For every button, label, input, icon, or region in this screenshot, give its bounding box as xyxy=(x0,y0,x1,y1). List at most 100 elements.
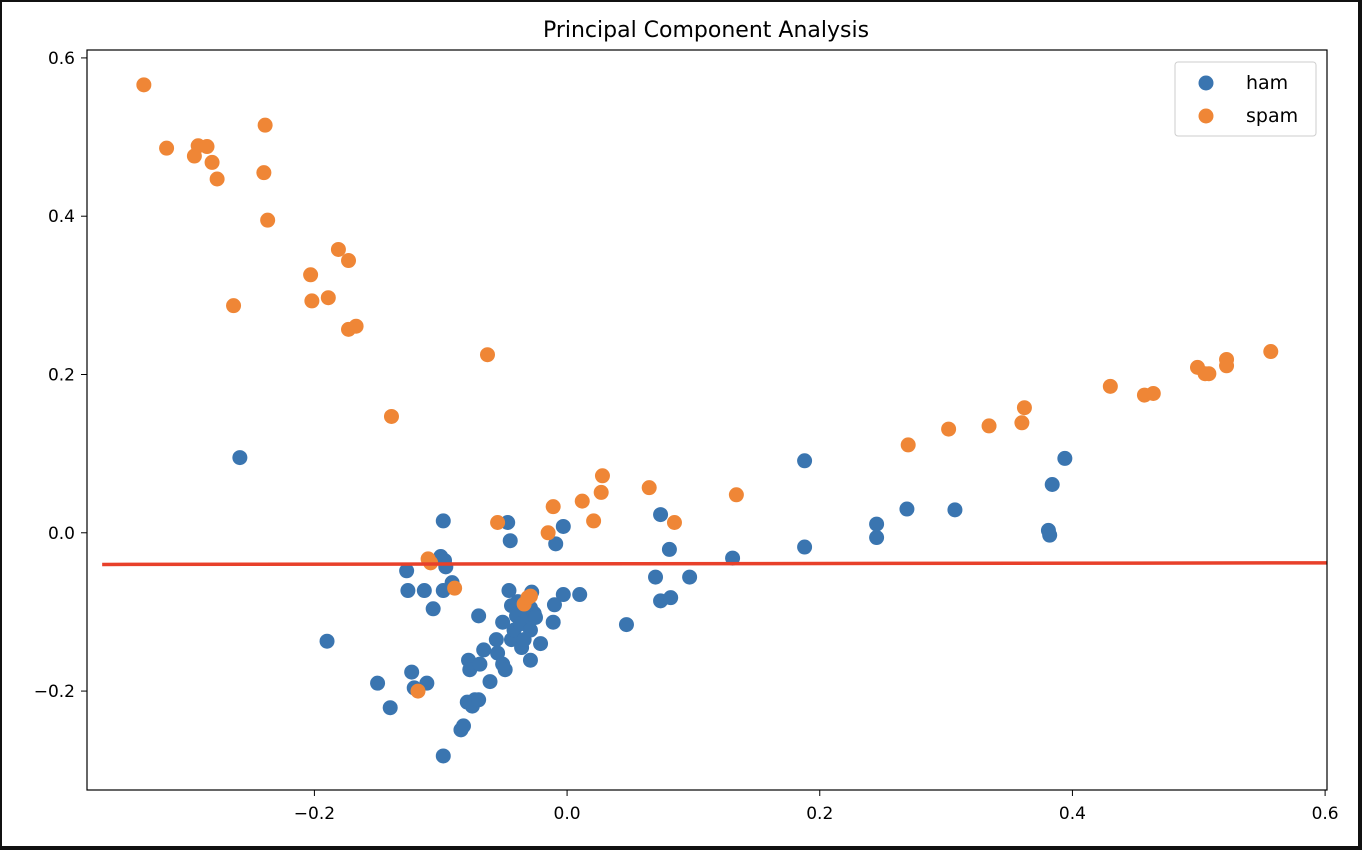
point-spam xyxy=(593,484,609,500)
point-ham xyxy=(725,550,741,566)
point-ham xyxy=(435,513,451,529)
point-ham xyxy=(555,587,571,603)
point-ham xyxy=(1044,477,1060,493)
point-ham xyxy=(399,563,415,579)
point-spam xyxy=(383,408,399,424)
chart-title: Principal Component Analysis xyxy=(543,18,869,43)
point-spam xyxy=(490,514,506,530)
x-tick-label: 0.6 xyxy=(1312,804,1339,824)
point-ham xyxy=(869,530,885,546)
point-ham xyxy=(435,748,451,764)
point-spam xyxy=(1145,385,1161,401)
point-ham xyxy=(482,674,498,690)
point-spam xyxy=(136,77,152,93)
point-spam xyxy=(303,267,319,283)
point-ham xyxy=(572,587,588,603)
point-spam xyxy=(199,139,215,155)
point-spam xyxy=(479,347,495,363)
boundary-line xyxy=(102,561,1328,567)
point-spam xyxy=(348,318,364,334)
x-tick-label: 0.4 xyxy=(1059,804,1086,824)
point-spam xyxy=(641,480,657,496)
legend-label-ham: ham xyxy=(1246,72,1288,94)
point-ham xyxy=(648,569,664,585)
point-ham xyxy=(545,614,561,630)
y-tick-label: 0.4 xyxy=(48,207,75,227)
point-ham xyxy=(488,632,504,648)
legend-marker-spam xyxy=(1198,108,1214,124)
point-spam xyxy=(941,421,957,437)
point-ham xyxy=(682,569,698,585)
point-ham xyxy=(404,664,420,680)
point-ham xyxy=(497,662,513,678)
point-spam xyxy=(1102,378,1118,394)
y-tick-label: 0.6 xyxy=(48,49,75,69)
legend-label-spam: spam xyxy=(1246,105,1298,127)
y-tick-label: −0.2 xyxy=(34,682,75,702)
point-ham xyxy=(947,502,963,518)
point-spam xyxy=(1014,415,1030,431)
legend-marker-ham xyxy=(1198,75,1214,91)
point-ham xyxy=(797,539,813,555)
point-ham xyxy=(899,501,915,517)
point-ham xyxy=(471,608,487,624)
point-spam xyxy=(447,580,463,596)
point-spam xyxy=(256,165,272,181)
x-tick-label: −0.2 xyxy=(294,804,335,824)
point-ham xyxy=(471,692,487,708)
point-ham xyxy=(472,656,488,672)
point-ham xyxy=(522,622,538,638)
point-spam xyxy=(226,298,242,314)
point-spam xyxy=(522,588,538,604)
point-spam xyxy=(540,525,556,541)
point-ham xyxy=(555,518,571,534)
point-spam xyxy=(341,253,357,269)
point-ham xyxy=(663,590,679,606)
point-spam xyxy=(728,487,744,503)
point-spam xyxy=(320,290,336,306)
point-spam xyxy=(981,418,997,434)
point-ham xyxy=(370,675,386,691)
point-ham xyxy=(495,614,511,630)
point-ham xyxy=(400,583,416,599)
point-spam xyxy=(204,154,220,170)
point-ham xyxy=(502,533,518,549)
point-spam xyxy=(1016,400,1032,416)
y-tick-label: 0.2 xyxy=(48,365,75,385)
point-ham xyxy=(869,516,885,532)
point-ham xyxy=(618,617,634,633)
point-spam xyxy=(545,499,561,515)
point-ham xyxy=(438,559,454,575)
point-ham xyxy=(476,642,492,658)
point-ham xyxy=(416,583,432,599)
point-spam xyxy=(304,293,320,309)
point-ham xyxy=(455,718,471,734)
point-ham xyxy=(382,700,398,716)
point-spam xyxy=(257,117,273,133)
x-tick-label: 0.2 xyxy=(806,804,833,824)
point-ham xyxy=(232,450,248,466)
legend: ham spam xyxy=(1174,61,1317,137)
y-tick-label: 0.0 xyxy=(48,524,75,544)
point-spam xyxy=(260,212,276,228)
point-ham xyxy=(797,453,813,469)
point-spam xyxy=(594,468,610,484)
point-spam xyxy=(410,683,426,699)
point-spam xyxy=(1263,344,1279,360)
point-spam xyxy=(574,493,590,509)
point-ham xyxy=(653,507,669,523)
point-spam xyxy=(1201,366,1217,382)
point-spam xyxy=(330,241,346,257)
point-ham xyxy=(661,541,677,557)
point-spam xyxy=(209,171,225,187)
point-spam xyxy=(1219,358,1235,374)
point-ham xyxy=(533,636,549,652)
point-ham xyxy=(548,536,564,552)
point-ham xyxy=(546,597,562,613)
point-spam xyxy=(900,437,916,453)
x-tick-label: 0.0 xyxy=(554,804,581,824)
point-spam xyxy=(666,514,682,530)
point-ham xyxy=(501,583,517,599)
